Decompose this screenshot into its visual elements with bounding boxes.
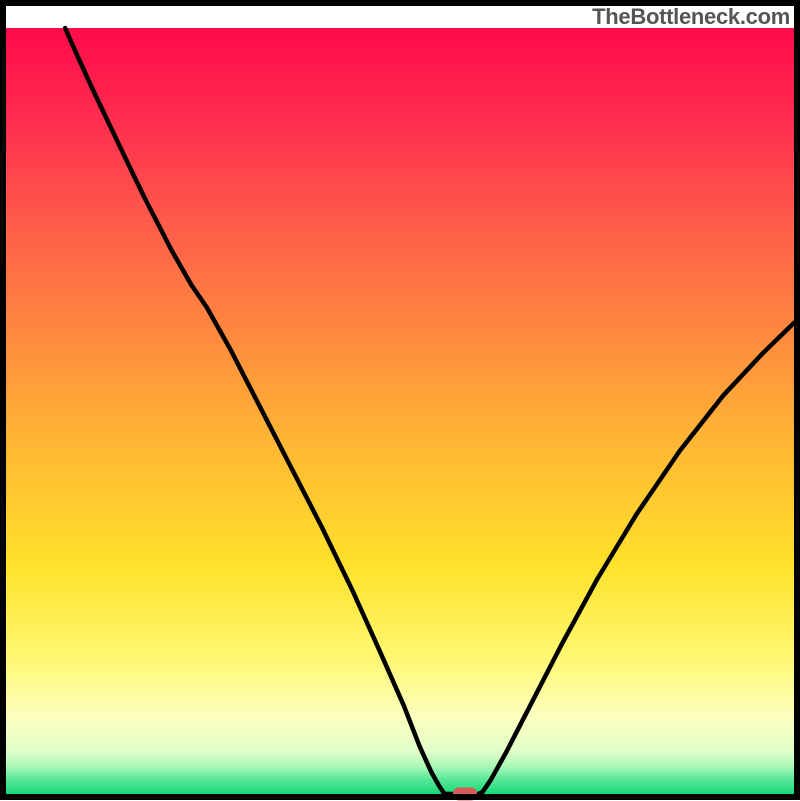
chart-container: TheBottleneck.com (0, 0, 800, 800)
watermark-text: TheBottleneck.com (592, 4, 790, 30)
chart-border (0, 0, 800, 800)
